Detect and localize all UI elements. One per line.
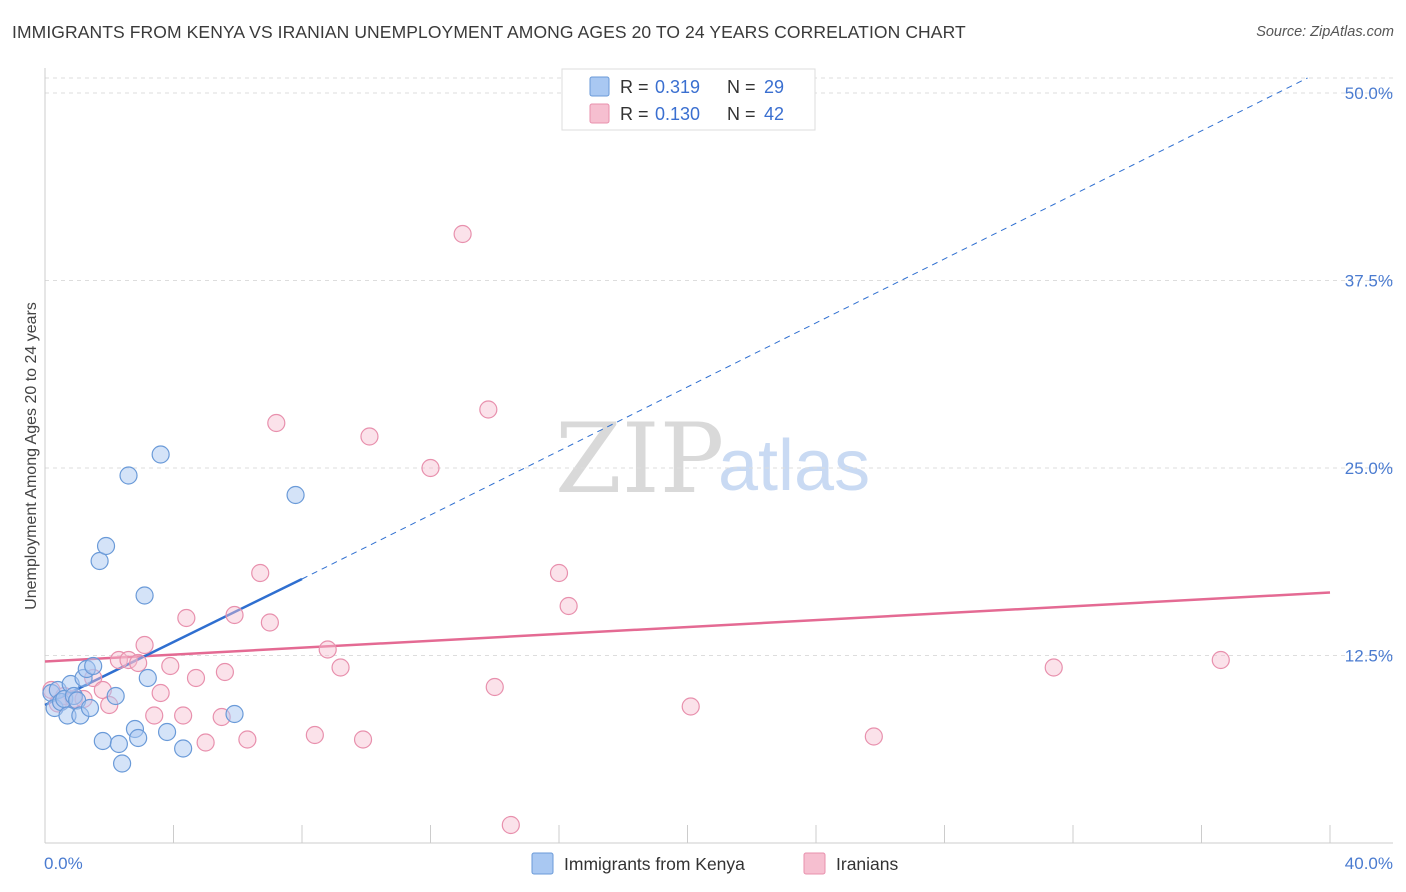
iran-point [331, 658, 350, 677]
iran-point [864, 727, 883, 746]
iran-point [161, 656, 180, 676]
legend-kenya-n-label: N = [727, 77, 756, 97]
y-tick-label: 50.0% [1345, 84, 1393, 103]
watermark-zip: ZIP [555, 403, 724, 515]
iranians-points [42, 224, 1230, 835]
chart-title: IMMIGRANTS FROM KENYA VS IRANIAN UNEMPLO… [12, 22, 966, 42]
legend-kenya-r-value: 0.319 [655, 77, 700, 97]
x-tick-label-min: 0.0% [44, 854, 83, 873]
kenya-points [42, 445, 305, 773]
iran-point [453, 224, 472, 244]
source-label: Source: ZipAtlas.com [1256, 24, 1394, 40]
legend-iran-r-label: R = [620, 104, 649, 124]
iran-point [225, 605, 244, 625]
iran-point [501, 815, 520, 835]
y-tick-labels: 12.5% 25.0% 37.5% 50.0% [1345, 84, 1393, 666]
watermark-atlas: atlas [718, 426, 870, 506]
iran-point [186, 668, 206, 688]
legend-kenya-r-label: R = [620, 77, 649, 97]
iran-point [238, 730, 257, 749]
kenya-point [112, 754, 132, 773]
iran-point [109, 650, 128, 670]
kenya-point [96, 536, 116, 556]
iran-point [1044, 658, 1063, 677]
kenya-point [90, 551, 109, 571]
y-tick-label: 12.5% [1345, 647, 1393, 666]
iran-point [485, 677, 504, 697]
iran-point [129, 653, 148, 673]
kenya-point [157, 722, 177, 742]
kenya-point [129, 728, 148, 748]
kenya-point [80, 698, 100, 718]
kenya-point [84, 656, 103, 676]
legend-kenya-n-value: 29 [764, 77, 784, 97]
iran-trend-line [44, 591, 1331, 663]
kenya-point [93, 731, 112, 751]
legend-kenya-swatch [589, 76, 610, 97]
bottom-legend-iran-label: Iranians [836, 854, 899, 874]
iran-point [174, 706, 193, 725]
kenya-trend-line-extrapolated [301, 77, 1308, 580]
iran-point [251, 563, 270, 583]
legend-iran-n-label: N = [727, 104, 756, 124]
kenya-point [109, 734, 128, 754]
iran-point [360, 427, 379, 446]
iran-point [145, 706, 164, 725]
axes [44, 68, 1393, 844]
iran-point [479, 400, 498, 419]
iran-point [559, 596, 578, 616]
legend-iran-swatch [589, 103, 610, 124]
kenya-point [135, 586, 154, 605]
legend-iran-n-value: 42 [764, 104, 784, 124]
kenya-point [119, 466, 138, 485]
kenya-point [174, 739, 193, 758]
iran-point [267, 413, 286, 433]
kenya-point [225, 704, 244, 724]
kenya-point [106, 686, 125, 706]
bottom-legend-kenya-swatch [531, 852, 554, 875]
iran-point [549, 563, 569, 583]
iran-point [353, 730, 373, 749]
kenya-point [151, 445, 170, 464]
y-axis-label: Unemployment Among Ages 20 to 24 years [23, 302, 40, 610]
iran-point [1211, 650, 1230, 670]
iran-point [177, 608, 196, 628]
bottom-legend-iran-swatch [803, 852, 826, 875]
legend-iran-r-value: 0.130 [655, 104, 700, 124]
iran-point [260, 613, 279, 632]
iran-point [681, 697, 700, 716]
grid-lines [45, 77, 1393, 656]
legend-box: R = 0.319 N = 29 R = 0.130 N = 42 [561, 68, 816, 131]
y-tick-label: 37.5% [1345, 272, 1393, 291]
x-tick-label-max: 40.0% [1345, 854, 1393, 873]
kenya-point [138, 668, 157, 688]
iran-point [305, 725, 324, 745]
bottom-legend: Immigrants from Kenya Iranians [531, 852, 899, 875]
bottom-legend-kenya-label: Immigrants from Kenya [564, 854, 745, 874]
watermark: ZIP atlas [555, 403, 870, 515]
iran-point [196, 733, 215, 752]
iran-point [318, 640, 337, 659]
iran-point [135, 635, 154, 655]
y-tick-label: 25.0% [1345, 459, 1393, 478]
iran-point [421, 458, 440, 478]
iran-point [151, 683, 170, 703]
kenya-point [286, 485, 305, 505]
iran-point [215, 662, 234, 682]
